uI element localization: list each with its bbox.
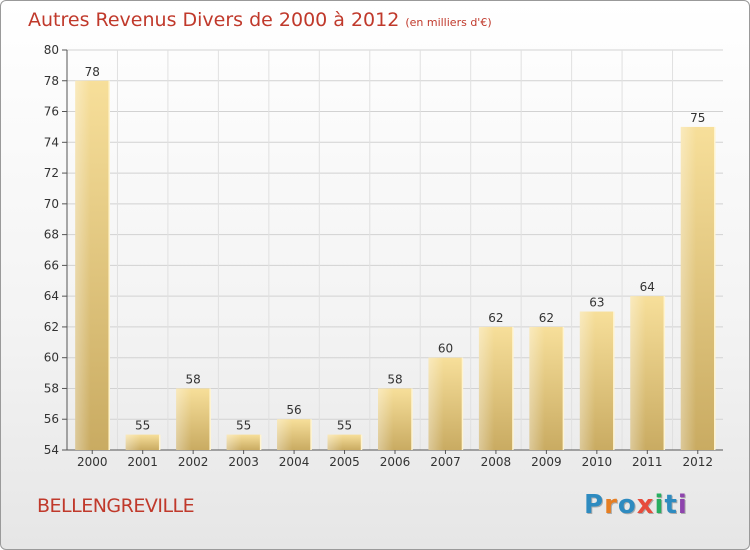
bar-highlight: [630, 296, 646, 450]
x-tick-label: 2006: [380, 455, 411, 469]
y-tick-label: 58: [44, 381, 59, 395]
x-tick-label: 2002: [178, 455, 209, 469]
data-label: 75: [690, 111, 705, 125]
bar-highlight: [75, 80, 91, 451]
data-label: 58: [186, 372, 201, 386]
bar-highlight: [327, 434, 343, 450]
bars: [75, 80, 716, 451]
y-tick-label: 70: [44, 197, 59, 211]
data-label: 78: [85, 65, 100, 79]
data-labels: 78 55 58 55 56 55 58 60 62 62 63 64 75: [85, 65, 706, 433]
x-tick-label: 2000: [77, 455, 108, 469]
y-tick-label: 80: [44, 43, 59, 57]
logo-letter: i: [654, 490, 665, 520]
bar-highlight: [176, 388, 192, 450]
proxiti-logo: Proxiti: [584, 490, 688, 520]
logo-letter: t: [664, 490, 678, 520]
bar-highlight: [478, 326, 495, 450]
x-tick-label: 2004: [279, 455, 310, 469]
x-tick-label: 2012: [682, 455, 713, 469]
y-tick-label: 64: [44, 289, 59, 303]
bar-highlight: [579, 311, 596, 450]
bar-highlight: [226, 434, 242, 450]
y-tick-label: 78: [44, 74, 59, 88]
x-tick-label: 2001: [127, 455, 158, 469]
data-label: 55: [236, 419, 251, 433]
logo-letter: o: [617, 490, 637, 520]
y-tick-label: 74: [44, 135, 59, 149]
x-tick-label: 2008: [481, 455, 512, 469]
y-tick-label: 54: [44, 443, 59, 457]
data-label: 56: [286, 403, 301, 417]
axes: 54 56 58 60 62 64 66 68 70 72 74 76 78 80 2000 2001 2002…: [44, 43, 723, 469]
bar-highlight: [277, 419, 293, 450]
logo-letter: P: [584, 490, 605, 520]
bar-highlight: [378, 388, 394, 450]
y-tick-label: 56: [44, 412, 59, 426]
x-tick-label: 2003: [228, 455, 259, 469]
y-tick-label: 76: [44, 105, 59, 119]
chart-title: Autres Revenus Divers de 2000 à 2012 (en …: [28, 9, 492, 31]
commune-name: BELLENGREVILLE: [37, 495, 195, 517]
logo-letter: i: [677, 490, 688, 520]
data-label: 55: [135, 419, 150, 433]
y-tick-label: 60: [44, 351, 59, 365]
y-tick-label: 72: [44, 166, 59, 180]
x-tick-label: 2010: [582, 455, 613, 469]
logo-letter: r: [604, 490, 618, 520]
data-label: 64: [640, 280, 655, 294]
y-tick-label: 62: [44, 320, 59, 334]
logo-letter: x: [636, 490, 655, 520]
data-label: 58: [387, 372, 402, 386]
bar-highlight: [125, 434, 141, 450]
bar-highlight: [680, 126, 697, 450]
y-tick-label: 66: [44, 258, 59, 272]
y-tick-label: 68: [44, 228, 59, 242]
x-tick-label: 2007: [430, 455, 461, 469]
x-tick-label: 2011: [632, 455, 663, 469]
data-label: 62: [539, 311, 554, 325]
chart-unit-label: (en milliers d'€): [405, 16, 492, 29]
data-label: 55: [337, 419, 352, 433]
data-label: 62: [488, 311, 503, 325]
bar-highlight: [428, 357, 444, 450]
data-label: 60: [438, 342, 453, 356]
chart-title-text: Autres Revenus Divers de 2000 à 2012: [28, 9, 400, 31]
bar-highlight: [529, 326, 545, 450]
data-label: 63: [589, 296, 604, 310]
x-tick-label: 2009: [531, 455, 562, 469]
x-tick-label: 2005: [329, 455, 360, 469]
